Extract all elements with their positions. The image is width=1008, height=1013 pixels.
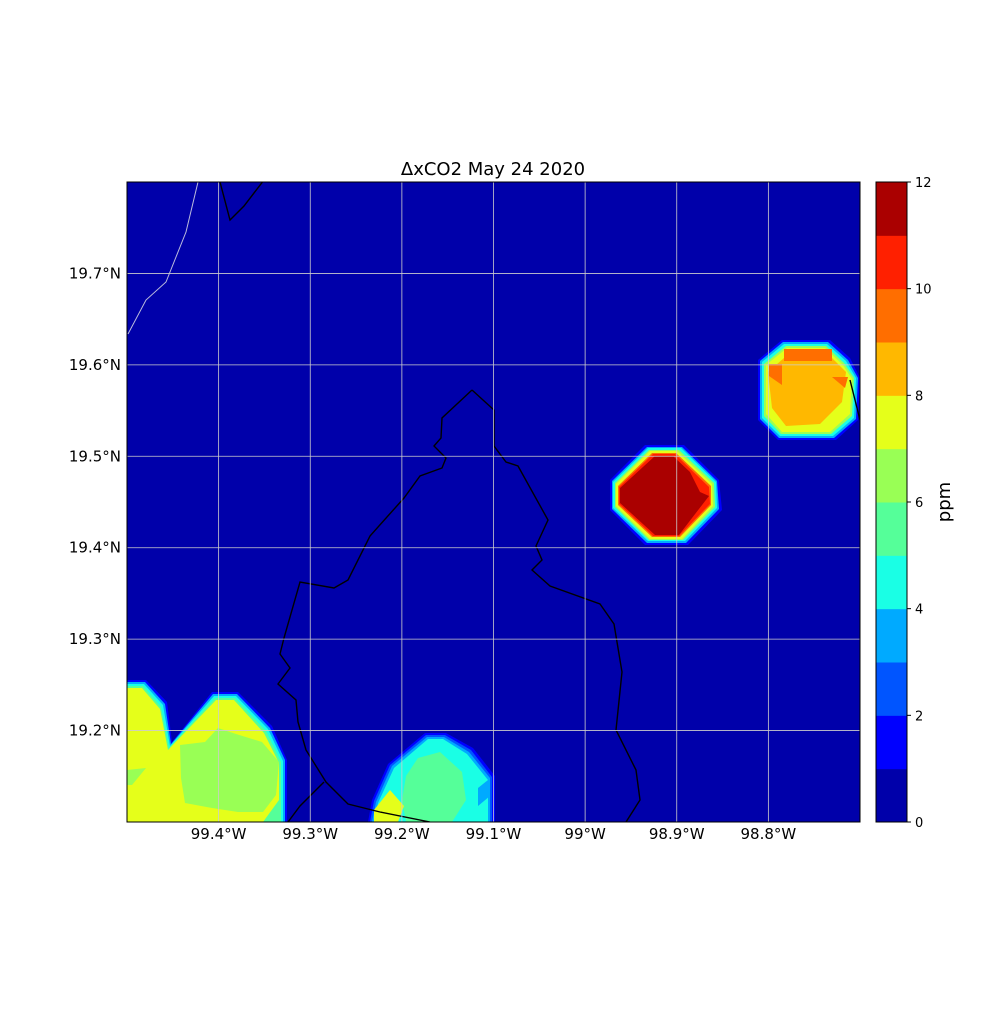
colorbar-ticks: 0 2 4 6 8 10 12 — [907, 176, 932, 831]
y-tick-label: 19.4°N — [69, 539, 121, 557]
x-tick-label: 99.4°W — [191, 825, 247, 843]
x-tick-label: 99.3°W — [282, 825, 338, 843]
colorbar-tick-label: 10 — [915, 283, 932, 298]
state-boundary-line — [287, 781, 325, 822]
colorbar-swatches — [876, 182, 907, 823]
plot-frame — [126, 181, 861, 823]
plume-contour — [784, 349, 832, 361]
plume-contour — [402, 752, 466, 822]
colorbar-label: ppm — [934, 482, 955, 522]
x-tick-label: 99°W — [564, 825, 606, 843]
y-tick-label: 19.5°N — [69, 447, 121, 465]
plume-contour — [374, 790, 404, 822]
colorbar-tick-label: 6 — [915, 496, 923, 511]
x-tick-label: 99.1°W — [466, 825, 522, 843]
plume-contour — [768, 358, 846, 426]
plume-contour — [180, 728, 279, 812]
y-tick-label: 19.6°N — [69, 356, 121, 374]
colorbar-swatch — [876, 182, 907, 236]
plume-contour — [832, 377, 848, 388]
colorbar-tick-label: 8 — [915, 389, 923, 404]
colorbar-swatch — [876, 395, 907, 450]
state-boundary-line — [219, 182, 264, 222]
northeast-plume — [758, 340, 860, 440]
colorbar-swatch — [876, 555, 907, 610]
colorbar-swatch — [876, 768, 907, 823]
colorbar: 0 2 4 6 8 10 12 ppm — [875, 176, 955, 831]
y-tick-label: 19.7°N — [69, 264, 121, 282]
y-tick-label: 19.3°N — [69, 630, 121, 648]
colorbar-tick-label: 2 — [915, 709, 923, 724]
colorbar-swatch — [876, 608, 907, 663]
map-plot-area — [126, 181, 861, 823]
x-tick-label: 98.8°W — [741, 825, 797, 843]
state-boundary-line — [849, 379, 860, 421]
east-plume — [610, 445, 722, 545]
grid-layer — [127, 182, 860, 822]
plume-contour — [127, 768, 146, 785]
plume-contour — [620, 456, 709, 535]
colorbar-swatch — [876, 342, 907, 396]
x-tick-labels: 99.4°W 99.3°W 99.2°W 99.1°W 99°W 98.9°W 98.8°W — [191, 825, 797, 843]
y-tick-label: 19.2°N — [69, 722, 121, 740]
coastline-line — [127, 182, 199, 335]
plume-contour — [769, 364, 782, 385]
colorbar-tick-label: 0 — [915, 816, 923, 831]
chart-title: ΔxCO2 May 24 2020 — [401, 159, 585, 180]
city-boundary-line — [277, 389, 473, 822]
southwest-plume — [127, 680, 287, 822]
colorbar-swatch — [876, 235, 907, 290]
x-tick-label: 98.9°W — [649, 825, 705, 843]
colorbar-tick-label: 4 — [915, 603, 923, 618]
colorbar-swatch — [876, 662, 907, 716]
colorbar-swatch — [876, 288, 907, 343]
plume-contour — [478, 780, 490, 806]
x-tick-label: 99.2°W — [374, 825, 430, 843]
colorbar-swatch — [876, 715, 907, 770]
colorbar-swatch — [876, 448, 907, 503]
colorbar-tick-label: 12 — [915, 176, 932, 191]
colorbar-swatch — [876, 502, 907, 556]
y-tick-labels: 19.2°N 19.3°N 19.4°N 19.5°N 19.6°N 19.7°N — [69, 264, 121, 739]
